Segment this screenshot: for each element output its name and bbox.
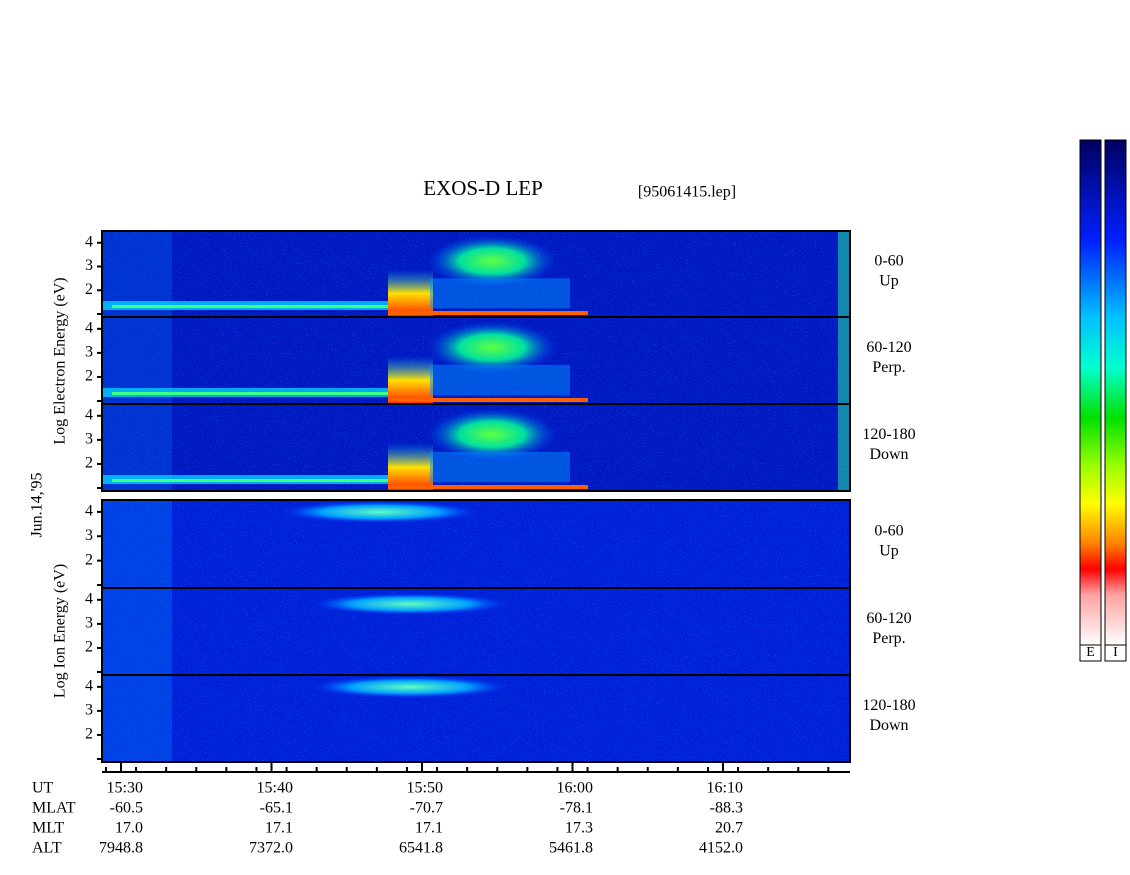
y-tick-label: 2 [85, 281, 93, 298]
y-tick-label: 3 [85, 615, 93, 632]
low-energy-core [112, 392, 388, 395]
y-tick-label: 2 [85, 455, 93, 472]
colorbar-label: E [1086, 645, 1095, 660]
intense-flux [388, 443, 433, 491]
time-tick-label: 16:10 [707, 780, 743, 797]
ephemeris-value: -88.3 [710, 800, 743, 817]
y-tick-label: 2 [85, 639, 93, 656]
time-tick-label: 15:40 [257, 780, 293, 797]
spectrogram-noise-left [102, 675, 172, 762]
panel-direction: Up [879, 543, 899, 560]
spectrogram-noise-left [102, 588, 172, 675]
ion-axis-label: Log Ion Energy (eV) [52, 564, 69, 698]
panel-range: 0-60 [874, 253, 903, 270]
y-tick-label: 2 [85, 368, 93, 385]
ephemeris-value: 6541.8 [399, 840, 443, 857]
ion-beam [310, 676, 510, 698]
inverted-v [427, 408, 557, 461]
colorbar [1079, 139, 1102, 646]
edge-flux [838, 317, 850, 404]
y-tick-label: 2 [85, 551, 93, 568]
ephemeris-value: 17.1 [265, 820, 293, 837]
panel-direction: Up [879, 273, 899, 290]
y-tick-label: 3 [85, 257, 93, 274]
y-tick-label: 4 [85, 319, 93, 336]
y-tick-label: 4 [85, 677, 93, 694]
panel-direction: Perp. [872, 359, 905, 376]
bottom-flux [388, 398, 588, 402]
ion-beam [310, 593, 510, 615]
inverted-v [427, 321, 557, 374]
colorbar-label-box [1079, 644, 1102, 662]
colorbar-label: I [1113, 645, 1118, 660]
bottom-flux [388, 311, 588, 315]
ephemeris-label: MLAT [32, 800, 76, 817]
inverted-v-low [430, 364, 570, 396]
time-tick-label: 16:00 [557, 780, 593, 797]
panel-frame [101, 674, 851, 763]
ephemeris-value: 20.7 [715, 820, 743, 837]
y-tick-label: 4 [85, 406, 93, 423]
y-tick-label: 2 [85, 726, 93, 743]
y-tick-label: 3 [85, 344, 93, 361]
y-tick-label: 3 [85, 702, 93, 719]
file-name: [95061415.lep] [638, 184, 736, 201]
ephemeris-value: -70.7 [410, 800, 443, 817]
ephemeris-value: 7372.0 [249, 840, 293, 857]
y-tick-label: 3 [85, 431, 93, 448]
ephemeris-value: 4152.0 [699, 840, 743, 857]
time-tick-label: 15:50 [407, 780, 443, 797]
date-label: Jun.14,'95 [29, 472, 46, 537]
panel-direction: Down [869, 446, 908, 463]
panel-range: 0-60 [874, 523, 903, 540]
ephemeris-value: 7948.8 [99, 840, 143, 857]
inverted-v-low [430, 451, 570, 483]
panel-range: 120-180 [862, 426, 915, 443]
electron-axis-label: Log Electron Energy (eV) [52, 277, 69, 444]
ephemeris-label: UT [32, 780, 54, 797]
panel-frame [101, 403, 851, 492]
ephemeris-value: 5461.8 [549, 840, 593, 857]
time-tick-label: 15:30 [107, 780, 143, 797]
panel-range: 120-180 [862, 697, 915, 714]
ephemeris-value: 17.1 [415, 820, 443, 837]
spectrogram-noise-left [102, 500, 172, 588]
intense-flux [388, 269, 433, 317]
panel-range: 60-120 [866, 339, 911, 356]
y-tick-label: 3 [85, 527, 93, 544]
colorbar-label-box [1104, 644, 1127, 662]
intense-flux [388, 356, 433, 404]
panel-range: 60-120 [866, 610, 911, 627]
y-tick-label: 4 [85, 233, 93, 250]
colorbar [1104, 139, 1127, 646]
title: EXOS-D LEP [423, 176, 543, 200]
inverted-v [427, 235, 557, 287]
ephemeris-value: -60.5 [110, 800, 143, 817]
panel-direction: Down [869, 717, 908, 734]
y-tick-label: 4 [85, 590, 93, 607]
low-energy-core [112, 305, 388, 308]
ephemeris-value: 17.0 [115, 820, 143, 837]
ion-beam [280, 501, 480, 523]
ephemeris-value: -65.1 [260, 800, 293, 817]
y-tick-label: 4 [85, 503, 93, 520]
inverted-v-low [430, 278, 570, 309]
panel-direction: Perp. [872, 630, 905, 647]
ephemeris-label: ALT [32, 840, 62, 857]
edge-flux [838, 231, 850, 317]
ephemeris-value: -78.1 [560, 800, 593, 817]
bottom-flux [388, 485, 588, 489]
low-energy-core [112, 479, 388, 482]
ephemeris-label: MLT [32, 820, 65, 837]
edge-flux [838, 404, 850, 491]
ephemeris-value: 17.3 [565, 820, 593, 837]
